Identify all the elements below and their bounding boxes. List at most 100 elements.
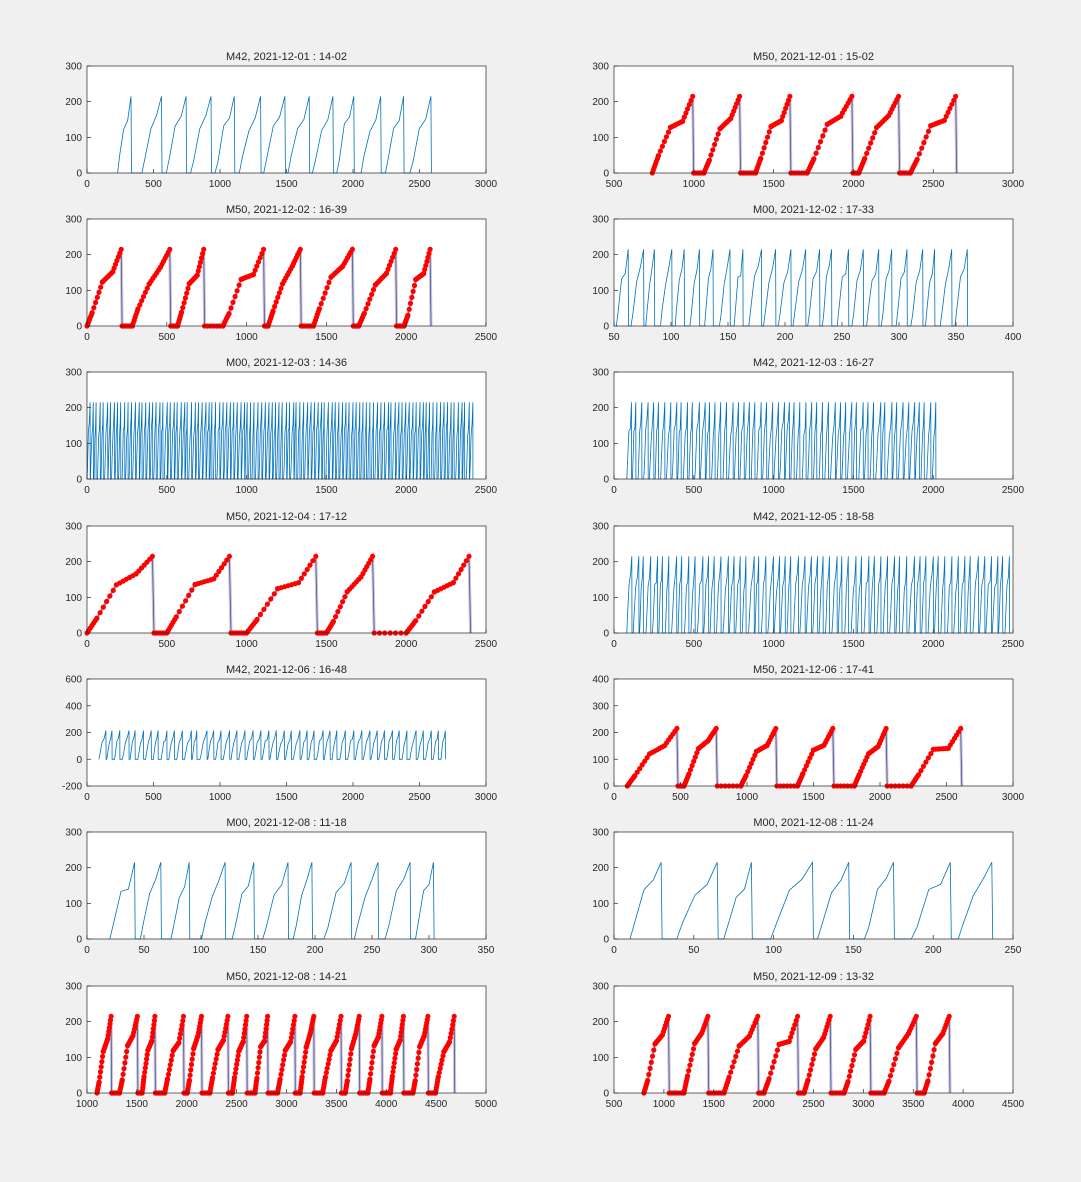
highlight-point	[370, 287, 377, 293]
y-tick-label: 200	[592, 250, 609, 261]
highlight-point	[415, 1055, 421, 1061]
highlight-point	[745, 768, 751, 775]
x-tick-label: 1000	[653, 1099, 676, 1110]
subplot-title: M50, 2021-12-06 : 17-41	[753, 664, 874, 676]
highlight-point	[755, 1013, 761, 1019]
highlight-point	[142, 1065, 148, 1071]
highlight-point	[769, 1064, 776, 1070]
highlight-point	[661, 138, 668, 145]
x-tick-label: 400	[1005, 332, 1022, 343]
highlight-point	[279, 1067, 285, 1073]
highlight-point	[178, 1026, 184, 1033]
highlight-point	[466, 553, 472, 559]
highlight-point	[224, 557, 230, 563]
x-tick-label: 4000	[375, 1099, 398, 1110]
highlight-point	[644, 755, 650, 761]
highlight-point	[98, 1064, 104, 1070]
x-tick-label: 1500	[802, 792, 825, 803]
highlight-point	[426, 250, 432, 256]
highlight-point	[311, 1013, 317, 1019]
highlight-point	[324, 1065, 330, 1071]
highlight-point	[783, 105, 789, 111]
x-tick-label: 500	[145, 792, 162, 803]
highlight-point	[803, 763, 810, 769]
highlight-point	[264, 1017, 270, 1024]
highlight-point	[918, 768, 924, 774]
x-tick-label: 2500	[475, 639, 498, 650]
highlight-point	[683, 110, 689, 116]
highlight-point	[300, 1069, 306, 1075]
highlight-point	[313, 553, 319, 559]
subplot-title: M50, 2021-12-02 : 16-39	[226, 204, 347, 216]
x-tick-label: 1000	[762, 485, 785, 496]
highlight-point	[110, 587, 116, 594]
highlight-point	[108, 1013, 114, 1019]
subplot-7: M50, 2021-12-04 : 17-120 500 1000 1500 2000 2…	[65, 511, 497, 650]
highlight-point	[400, 1017, 406, 1023]
highlight-point	[198, 255, 205, 261]
plot-area	[614, 986, 1013, 1093]
highlight-point	[761, 145, 767, 151]
axes-frame	[86, 831, 487, 940]
highlight-point	[119, 1077, 125, 1083]
x-tick-label: 200	[307, 945, 324, 956]
x-tick-label: 3000	[1002, 792, 1025, 803]
highlight-point	[300, 1064, 307, 1070]
highlight-point	[849, 93, 855, 99]
highlight-point	[805, 1077, 811, 1083]
highlight-point	[953, 93, 959, 99]
x-tick-label: 0	[84, 945, 90, 956]
y-tick-label: 0	[76, 169, 82, 180]
highlight-point	[179, 1022, 185, 1028]
highlight-point	[398, 1029, 404, 1035]
highlight-point	[806, 1072, 812, 1078]
highlight-point	[925, 755, 932, 761]
highlight-point	[800, 771, 806, 777]
highlight-point	[271, 591, 277, 597]
axes-frame	[86, 525, 487, 634]
series-line	[626, 402, 937, 480]
highlight-point	[326, 1056, 332, 1062]
highlight-point	[388, 258, 394, 264]
x-tick-label: 500	[606, 1099, 623, 1110]
highlight-point	[342, 594, 348, 600]
highlight-point	[176, 1040, 182, 1046]
plot-area	[614, 219, 1013, 326]
subplot-title: M50, 2021-12-01 : 15-02	[753, 51, 874, 63]
x-tick-label: 250	[1005, 945, 1022, 956]
highlight-point	[743, 773, 749, 779]
highlight-point	[180, 1013, 187, 1019]
highlight-point	[637, 766, 643, 772]
subplot-title: M50, 2021-12-08 : 14-21	[226, 971, 347, 983]
highlight-point	[773, 1053, 779, 1059]
highlight-point	[178, 309, 185, 315]
y-tick-label: 200	[592, 97, 609, 108]
x-tick-label: 1500	[842, 485, 865, 496]
highlight-point	[367, 1076, 373, 1082]
x-tick-label: 1000	[76, 1099, 99, 1110]
highlight-point	[663, 134, 670, 140]
highlight-point	[713, 725, 719, 732]
highlight-point	[867, 1013, 873, 1019]
highlight-point	[93, 299, 99, 306]
highlight-point	[346, 1067, 352, 1073]
highlight-point	[405, 312, 411, 318]
highlight-point	[763, 139, 769, 146]
x-tick-label: 1000	[736, 792, 759, 803]
highlight-point	[268, 596, 274, 602]
highlight-point	[346, 1062, 352, 1068]
highlight-point	[425, 599, 431, 605]
plot-area	[87, 679, 486, 786]
highlight-point	[752, 752, 758, 759]
subplot-3: M50, 2021-12-02 : 16-390 500 1000 1500 2000 2…	[65, 204, 497, 343]
highlight-point	[790, 1026, 797, 1032]
highlight-point	[393, 1051, 399, 1057]
plot-area	[87, 66, 486, 173]
x-tick-label: 2000	[869, 792, 892, 803]
highlight-point	[234, 1061, 240, 1067]
highlight-point	[729, 1064, 736, 1070]
highlight-point	[846, 1073, 852, 1079]
x-tick-label: 200	[777, 332, 794, 343]
y-tick-label: 100	[592, 899, 609, 910]
